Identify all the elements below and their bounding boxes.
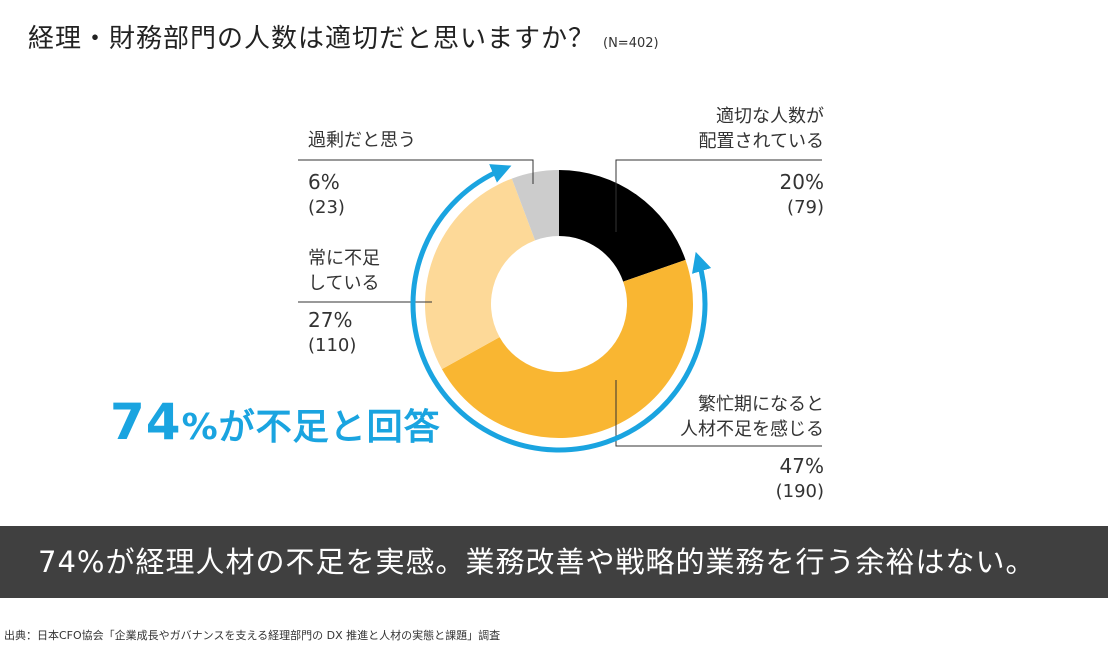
label-adequate-line1: 適切な人数が bbox=[716, 106, 824, 127]
slice-busy-season bbox=[441, 259, 694, 439]
donut-chart bbox=[298, 159, 822, 453]
leader-busy-season bbox=[615, 380, 822, 447]
sample-size: (N=402) bbox=[603, 36, 659, 51]
label-excess: 過剰だと思う bbox=[308, 128, 416, 153]
shortage-callout: 74%が不足と回答 bbox=[110, 393, 441, 451]
callout-text: が不足と回答 bbox=[218, 407, 441, 448]
label-adequate: 適切な人数が 配置されている bbox=[699, 104, 824, 154]
count-adequate: (79) bbox=[787, 197, 824, 218]
label-busy-line2: 人材不足を感じる bbox=[680, 419, 824, 440]
count-excess: (23) bbox=[308, 197, 345, 218]
shortage-highlight-arc bbox=[410, 164, 712, 453]
slice-always-short bbox=[425, 178, 536, 370]
slice-adequate bbox=[559, 170, 686, 282]
value-adequate: 20% (79) bbox=[780, 170, 824, 220]
percent-adequate: 20% bbox=[779, 170, 824, 194]
percent-excess: 6% bbox=[308, 170, 340, 194]
callout-unit: % bbox=[181, 407, 219, 448]
label-always-line2: している bbox=[308, 273, 380, 294]
source-note: 出典：日本CFO協会「企業成長やガバナンスを支える経理部門の DX 推進と人材の… bbox=[4, 629, 501, 642]
label-adequate-line2: 配置されている bbox=[698, 131, 824, 152]
title-text: 経理・財務部門の人数は適切だと思いますか？ bbox=[28, 24, 596, 54]
count-always: (110) bbox=[308, 335, 357, 356]
label-busy-season: 繁忙期になると 人材不足を感じる bbox=[680, 392, 824, 442]
page-title: 経理・財務部門の人数は適切だと思いますか？ (N=402) bbox=[28, 18, 659, 55]
summary-banner: 74%が経理人材の不足を実感。業務改善や戦略的業務を行う余裕はない。 bbox=[0, 526, 1108, 598]
value-busy-season: 47% (190) bbox=[776, 454, 824, 504]
count-busy: (190) bbox=[775, 481, 824, 502]
label-excess-line1: 過剰だと思う bbox=[308, 130, 416, 151]
label-always-short: 常に不足 している bbox=[308, 246, 380, 296]
callout-number: 74 bbox=[110, 393, 182, 451]
value-always-short: 27% (110) bbox=[308, 308, 356, 358]
label-busy-line1: 繁忙期になると bbox=[698, 394, 824, 415]
value-excess: 6% (23) bbox=[308, 170, 345, 220]
label-always-line1: 常に不足 bbox=[308, 248, 380, 269]
percent-busy: 47% bbox=[779, 454, 824, 478]
percent-always: 27% bbox=[308, 308, 353, 332]
